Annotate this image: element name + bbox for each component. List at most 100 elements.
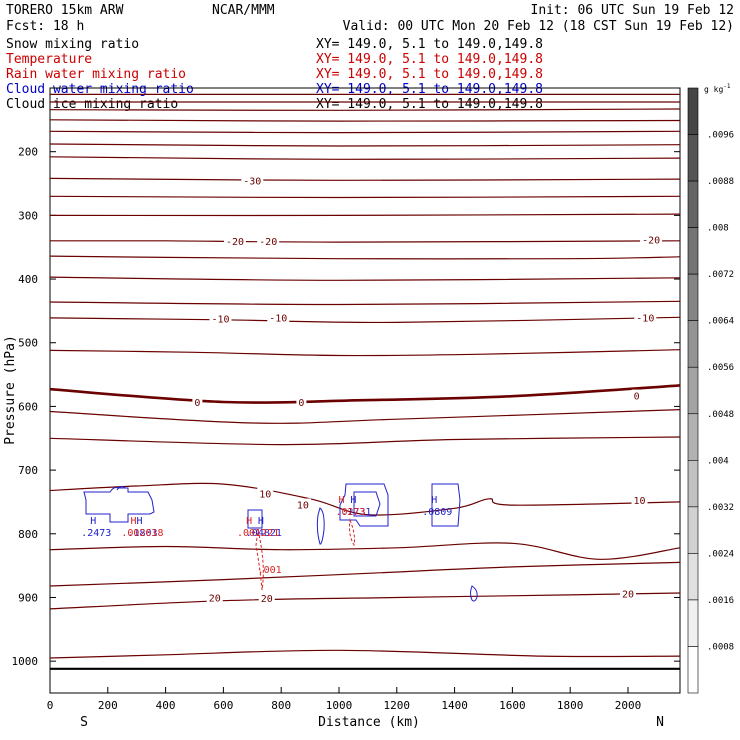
- rain-max-value: .001221: [237, 528, 279, 539]
- temperature-contour: [49, 195, 681, 199]
- y-tick-label: 700: [18, 464, 38, 477]
- contour-label-bg: [192, 395, 203, 407]
- temperature-contour: [49, 409, 681, 424]
- colorbar-tick-label: .004: [707, 456, 729, 466]
- contour-label-bg: [258, 592, 275, 604]
- cloud-max-h: H: [258, 516, 264, 527]
- x-tick-label: 400: [156, 699, 176, 712]
- colorbar-segment: [687, 413, 699, 461]
- colorbar-tick-label: .0064: [707, 317, 734, 327]
- rain-max-h: H: [246, 516, 252, 527]
- y-tick-label: 200: [18, 146, 38, 159]
- temperature-contour: [49, 349, 681, 357]
- legend-xy: XY= 149.0, 5.1 to 149.0,149.8: [316, 82, 543, 97]
- rain-max-value: .0273: [335, 507, 365, 518]
- colorbar-tick-label: .0024: [707, 549, 734, 559]
- x-axis-label: Distance (km): [318, 715, 420, 730]
- contour-label: 10: [259, 490, 271, 501]
- colorbar-segment: [687, 227, 699, 275]
- cloud-water-contour: [353, 491, 381, 517]
- x-tick-label: 1600: [499, 699, 526, 712]
- contour-label: -10: [211, 315, 229, 326]
- contour-label: -20: [259, 237, 277, 248]
- contour-label-bg: [634, 311, 657, 323]
- contour-label-bg: [619, 587, 636, 599]
- colorbar-segment: [687, 273, 699, 321]
- colorbar-segment: [687, 134, 699, 182]
- colorbar-tick-label: .0008: [707, 642, 734, 652]
- colorbar-tick-label: .0016: [707, 596, 734, 606]
- colorbar-segment: [687, 460, 699, 508]
- cloud-max-value: .04821: [246, 528, 282, 539]
- y-tick-label: 1000: [12, 655, 39, 668]
- x-tick-label: 1800: [557, 699, 584, 712]
- colorbar-segment: [687, 87, 699, 135]
- contour-label-bg: [640, 233, 663, 245]
- legend-xy: XY= 149.0, 5.1 to 149.0,149.8: [316, 52, 543, 67]
- cloud-max-h: H: [136, 516, 142, 527]
- model-title: TORERO 15km ARW: [6, 3, 124, 18]
- temperature-contour: [49, 276, 681, 281]
- legend-label: Snow mixing ratio: [6, 37, 139, 52]
- contour-label: 20: [622, 590, 634, 601]
- x-tick-label: 1200: [384, 699, 411, 712]
- temperature-contour: [49, 108, 681, 111]
- contour-label: -20: [226, 237, 244, 248]
- y-tick-label: 900: [18, 591, 38, 604]
- colorbar: .0096 .0088 .008 .0072 .0064 .0056 .0048 .004 .0…: [687, 87, 734, 694]
- legend-label: Cloud water mixing ratio: [6, 82, 194, 97]
- temperature-contour: [49, 255, 681, 260]
- temperature-contour: [49, 592, 681, 610]
- north-label: N: [656, 715, 664, 730]
- x-tick-label: 0: [47, 699, 54, 712]
- legend-xy: XY= 149.0, 5.1 to 149.0,149.8: [316, 67, 543, 82]
- cloud-max-value: .0809: [422, 507, 452, 518]
- colorbar-segment: [687, 553, 699, 601]
- contour-label-bg: [257, 487, 274, 499]
- contour-label-bg: [294, 498, 311, 510]
- contour-label: 10: [297, 500, 309, 511]
- colorbar-tick-label: .0088: [707, 177, 734, 187]
- cloud-water-contour: [116, 485, 126, 491]
- rain-max-h: H: [130, 516, 136, 527]
- colorbar-tick-label: .0096: [707, 131, 734, 141]
- temperature-contour: [49, 482, 681, 516]
- y-tick-label: 800: [18, 528, 38, 541]
- cloud-max-value: .2473: [81, 528, 111, 539]
- temperature-contours: [49, 93, 681, 670]
- x-tick-label: 2000: [615, 699, 642, 712]
- x-tick-label: 600: [213, 699, 233, 712]
- temperature-contour: [49, 130, 681, 134]
- contour-label-bg: [631, 389, 642, 401]
- contour-label: 20: [261, 594, 273, 605]
- cloud-water-contour: [339, 483, 389, 527]
- colorbar-tick-label: .008: [707, 224, 729, 234]
- x-tick-label: 1000: [326, 699, 353, 712]
- cloud-max-h: H: [350, 495, 356, 506]
- rain-max-value: .002618: [121, 528, 163, 539]
- contour-label: 0: [194, 398, 200, 409]
- colorbar-tick-label: .0032: [707, 503, 734, 513]
- temperature-contour: [49, 649, 681, 659]
- colorbar-unit: g kg-1: [704, 83, 731, 94]
- contour-label-bg: [223, 234, 246, 246]
- rain-max-h: H: [339, 495, 345, 506]
- contour-label: 0: [634, 392, 640, 403]
- temperature-contour: [49, 561, 681, 587]
- temperature-contour: [49, 143, 681, 147]
- valid-time: Valid: 00 UTC Mon 20 Feb 12 (18 CST Sun …: [343, 19, 734, 34]
- temperature-contour: [49, 300, 681, 306]
- x-axis: 0 200 400 600 800 1000 1200 1400 1600 1800 2000: [47, 687, 642, 712]
- y-tick-label: 300: [18, 209, 38, 222]
- contour-label: -10: [636, 313, 654, 324]
- cloud-max-h: H: [431, 495, 437, 506]
- y-axis-label: Pressure (hPa): [3, 335, 18, 445]
- contour-labels: -30 -20 -20 -20 -10 -10 -10 0 0 0 10 10 10 20 20 20: [192, 174, 663, 605]
- temperature-contour: [49, 156, 681, 160]
- colorbar-tick-label: .0048: [707, 410, 734, 420]
- contour-label-bg: [296, 395, 307, 407]
- south-label: S: [80, 715, 88, 730]
- contour-label: -30: [243, 176, 261, 187]
